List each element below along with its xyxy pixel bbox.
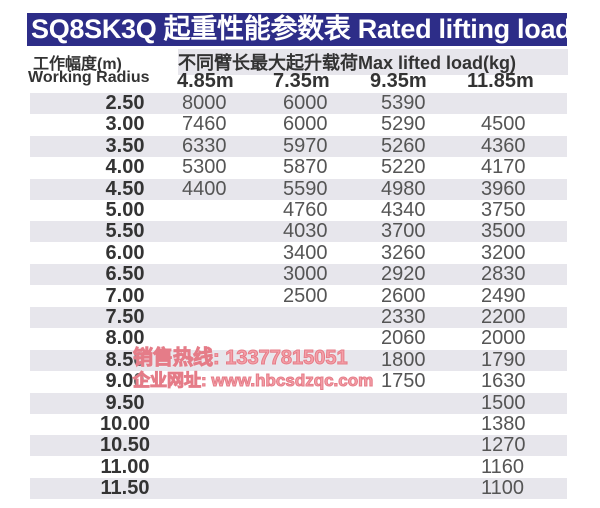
radius-cell: 4.00 [105, 156, 145, 179]
load-cell: 2330 [381, 306, 426, 328]
radius-cell: 5.00 [105, 199, 145, 221]
load-cell: 4980 [381, 177, 426, 200]
table-row: 11.00 1160 [30, 455, 567, 478]
boom-header-3: 9.35m [370, 70, 427, 92]
table-row: 11.50 1100 [30, 477, 567, 500]
radius-cell: 5.50 [105, 220, 145, 243]
table-row: 9.50 1500 [30, 391, 567, 414]
load-cell: 1160 [481, 455, 525, 478]
table-row: 3.00 7460 6000 5290 4500 [30, 114, 567, 135]
table-row: 8.50 1800 1790 [30, 348, 567, 371]
table-row: 7.50 2330 2200 [30, 307, 567, 328]
load-cell: 5970 [283, 134, 328, 157]
boom-header-2: 7.35m [273, 70, 330, 92]
load-cell: 6330 [182, 134, 227, 157]
radius-cell: 4.50 [105, 177, 145, 200]
load-cell: 6000 [283, 92, 328, 114]
load-cell: 1800 [381, 348, 426, 371]
load-cell: 1750 [381, 370, 426, 393]
radius-cell: 9.00 [105, 370, 145, 393]
load-cell: 4400 [182, 177, 227, 200]
table-row: 9.00 1750 1630 [30, 371, 567, 392]
radius-cell: 7.50 [105, 306, 145, 328]
load-cell: 3200 [481, 241, 526, 264]
load-cell: 2490 [481, 284, 526, 307]
load-cell: 3000 [283, 263, 328, 286]
radius-header-en: Working Radius [28, 69, 150, 86]
load-cell: 2000 [481, 327, 526, 350]
load-cell: 3960 [481, 177, 526, 200]
radius-cell: 3.50 [105, 134, 145, 157]
watermark-hotline: 销售热线: 13377815051 [133, 347, 349, 370]
load-cell: 4360 [481, 134, 526, 157]
load-cell: 3750 [481, 199, 526, 221]
load-header: 不同臂长最大起升载荷Max lifted load(kg) [178, 49, 568, 75]
load-cell: 3260 [381, 241, 426, 264]
table-row: 10.00 1380 [30, 414, 567, 435]
radius-cell: 2.50 [105, 92, 145, 114]
load-cell: 5260 [381, 134, 426, 157]
load-cell: 5290 [381, 113, 426, 136]
radius-cell: 7.00 [105, 284, 145, 307]
table-row: 4.50 4400 5590 4980 3960 [30, 177, 567, 200]
load-cell: 4030 [283, 220, 328, 243]
load-cell: 3500 [481, 220, 526, 243]
load-cell: 2600 [381, 284, 426, 307]
radius-cell: 11.00 [100, 455, 150, 478]
table-row: 6.50 3000 2920 2830 [30, 263, 567, 286]
load-cell: 2200 [481, 306, 526, 328]
table-row: 5.50 4030 3700 3500 [30, 220, 567, 243]
load-cell: 1100 [481, 477, 525, 500]
load-cell: 2830 [481, 263, 526, 286]
load-cell: 4760 [283, 199, 328, 221]
load-cell: 4170 [481, 156, 526, 179]
table-row: 2.50 8000 6000 5390 [30, 93, 567, 114]
watermark-website: 企业网址: www.hbcsdzqc.com [132, 371, 374, 391]
load-cell: 8000 [182, 92, 227, 114]
radius-cell: 8.50 [105, 348, 145, 371]
load-cell: 1630 [481, 370, 526, 393]
table-title: SQ8SK3Q 起重性能参数表 Rated lifting load [27, 13, 572, 46]
load-cell: 1790 [481, 348, 526, 371]
table-row: 8.00 2060 2000 [30, 328, 567, 349]
radius-cell: 10.50 [99, 434, 151, 457]
radius-header-cn: 工作幅度(m) [33, 56, 122, 73]
load-cell: 1270 [481, 434, 526, 457]
load-cell: 4340 [381, 199, 426, 221]
table-row: 5.00 4760 4340 3750 [30, 200, 567, 221]
radius-cell: 3.00 [105, 113, 145, 136]
load-cell: 7460 [182, 113, 227, 136]
load-cell: 5590 [283, 177, 328, 200]
load-cell: 5220 [381, 156, 426, 179]
load-cell: 3400 [283, 241, 328, 264]
load-cell: 5390 [381, 92, 426, 114]
load-cell: 5300 [182, 156, 227, 179]
load-cell: 2920 [381, 263, 426, 286]
table-row: 7.00 2500 2600 2490 [30, 284, 567, 307]
radius-cell: 6.00 [105, 241, 145, 264]
load-cell: 1380 [481, 413, 526, 435]
table-row: 6.00 3400 3260 3200 [30, 241, 567, 264]
table-row: 4.00 5300 5870 5220 4170 [30, 157, 567, 178]
load-cell: 5870 [283, 156, 328, 179]
radius-cell: 11.50 [100, 477, 150, 500]
load-cell: 3700 [381, 220, 426, 243]
radius-cell: 8.00 [105, 327, 145, 350]
table-row: 3.50 6330 5970 5260 4360 [30, 134, 567, 157]
load-cell: 2500 [283, 284, 328, 307]
load-cell: 4500 [481, 113, 526, 136]
load-cell: 6000 [283, 113, 328, 136]
load-cell: 1500 [481, 391, 526, 414]
radius-cell: 6.50 [105, 263, 145, 286]
load-cell: 2060 [381, 327, 426, 350]
table-row: 10.50 1270 [30, 434, 567, 457]
radius-cell: 10.00 [99, 413, 151, 435]
boom-header-4: 11.85m [467, 70, 534, 92]
boom-header-1: 4.85m [177, 70, 234, 92]
radius-cell: 9.50 [105, 391, 145, 414]
